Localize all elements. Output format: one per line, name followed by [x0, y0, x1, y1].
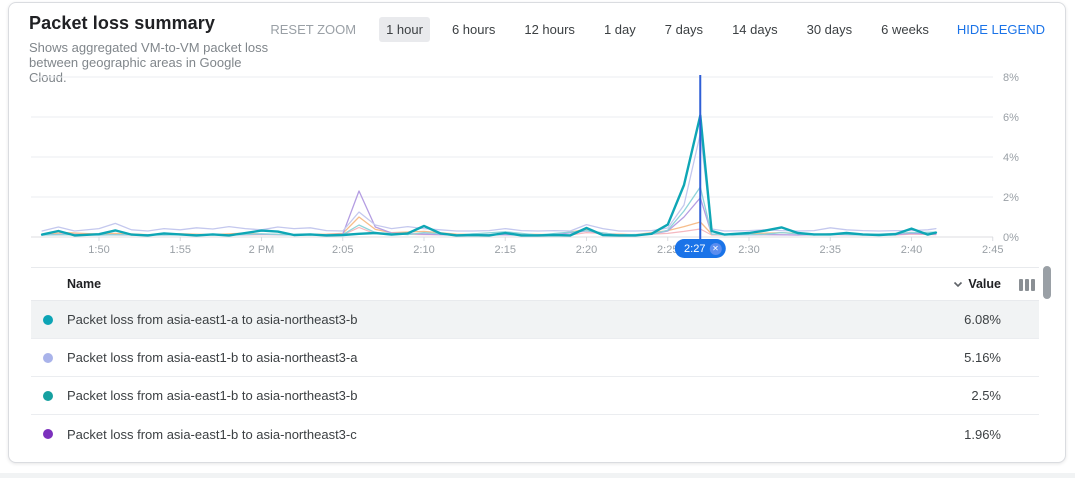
selected-time-pill[interactable]: 2:27 ✕ — [675, 239, 726, 258]
series-name: Packet loss from asia-east1-b to asia-no… — [67, 388, 358, 403]
range-button-1-hour[interactable]: 1 hour — [379, 17, 430, 42]
range-button-6-weeks[interactable]: 6 weeks — [881, 22, 929, 37]
range-button-6-hours[interactable]: 6 hours — [451, 22, 496, 37]
legend-column-value-label: Value — [968, 277, 1001, 291]
svg-text:2%: 2% — [1003, 192, 1019, 204]
series-value: 5.16% — [964, 350, 1001, 365]
range-button-14-days[interactable]: 14 days — [732, 22, 778, 37]
range-button-1-day[interactable]: 1 day — [603, 22, 636, 37]
series-color-dot — [43, 429, 53, 439]
svg-text:2:45: 2:45 — [982, 244, 1003, 256]
svg-text:2:20: 2:20 — [576, 244, 597, 256]
packet-loss-summary-card: Packet loss summary Shows aggregated VM-… — [8, 2, 1066, 463]
legend-header-row: Name Value — [31, 267, 1039, 301]
series-name: Packet loss from asia-east1-b to asia-no… — [67, 350, 358, 365]
svg-text:2:05: 2:05 — [332, 244, 353, 256]
legend-row[interactable]: Packet loss from asia-east1-b to asia-no… — [31, 415, 1039, 453]
series-color-dot — [43, 352, 53, 363]
svg-text:1:55: 1:55 — [170, 244, 191, 256]
series-value: 1.96% — [964, 426, 1001, 442]
series-color-dot — [43, 390, 53, 401]
range-button-7-days[interactable]: 7 days — [664, 22, 704, 37]
clear-time-selection-icon[interactable]: ✕ — [709, 242, 722, 255]
legend-column-value[interactable]: Value — [952, 277, 1039, 291]
range-button-30-days[interactable]: 30 days — [806, 22, 853, 37]
svg-text:2 PM: 2 PM — [249, 244, 275, 256]
svg-text:2:30: 2:30 — [738, 244, 759, 256]
legend-scrollbar-thumb[interactable] — [1043, 266, 1051, 299]
chart-canvas[interactable]: 0% 2% 4% 6% 8% 1:50 1:55 2 PM 2:05 2:10 2:15 2:20 2:… — [9, 67, 1065, 263]
svg-text:0%: 0% — [1003, 232, 1019, 244]
bottom-strip — [0, 473, 1075, 478]
svg-text:1:50: 1:50 — [88, 244, 109, 256]
series-color-dot — [43, 314, 53, 325]
range-button-12-hours[interactable]: 12 hours — [524, 22, 575, 37]
svg-text:2:40: 2:40 — [901, 244, 922, 256]
time-range-controls: RESET ZOOM 1 hour 6 hours 12 hours 1 day… — [270, 17, 1045, 42]
legend-row[interactable]: Packet loss from asia-east1-a to asia-no… — [31, 301, 1039, 339]
hide-legend-button[interactable]: HIDE LEGEND — [956, 22, 1045, 37]
svg-text:2:10: 2:10 — [413, 244, 434, 256]
legend-row[interactable]: Packet loss from asia-east1-b to asia-no… — [31, 377, 1039, 415]
selected-time-label: 2:27 — [684, 242, 706, 255]
svg-text:6%: 6% — [1003, 112, 1019, 124]
column-picker-icon[interactable] — [1019, 279, 1035, 291]
card-header: Packet loss summary Shows aggregated VM-… — [9, 3, 1065, 85]
svg-text:2:15: 2:15 — [495, 244, 516, 256]
svg-text:4%: 4% — [1003, 152, 1019, 164]
page-title: Packet loss summary — [29, 13, 216, 33]
series-name: Packet loss from asia-east1-a to asia-no… — [67, 312, 358, 327]
svg-text:2:35: 2:35 — [820, 244, 841, 256]
legend-table: Name Value Packet loss from asia-east1-a… — [31, 267, 1039, 453]
svg-text:8%: 8% — [1003, 72, 1019, 84]
legend-row[interactable]: Packet loss from asia-east1-b to asia-no… — [31, 339, 1039, 377]
timeseries-chart[interactable]: 0% 2% 4% 6% 8% 1:50 1:55 2 PM 2:05 2:10 2:15 2:20 2:… — [9, 67, 1065, 263]
series-value: 6.08% — [964, 312, 1001, 327]
series-value: 2.5% — [971, 388, 1001, 403]
series-name: Packet loss from asia-east1-b to asia-no… — [67, 426, 357, 442]
svg-text:2:25: 2:25 — [657, 244, 678, 256]
sort-descending-chevron-icon — [954, 281, 963, 288]
legend-column-name[interactable]: Name — [67, 277, 102, 291]
legend-rows: Packet loss from asia-east1-a to asia-no… — [31, 301, 1039, 453]
reset-zoom-button[interactable]: RESET ZOOM — [270, 22, 357, 37]
